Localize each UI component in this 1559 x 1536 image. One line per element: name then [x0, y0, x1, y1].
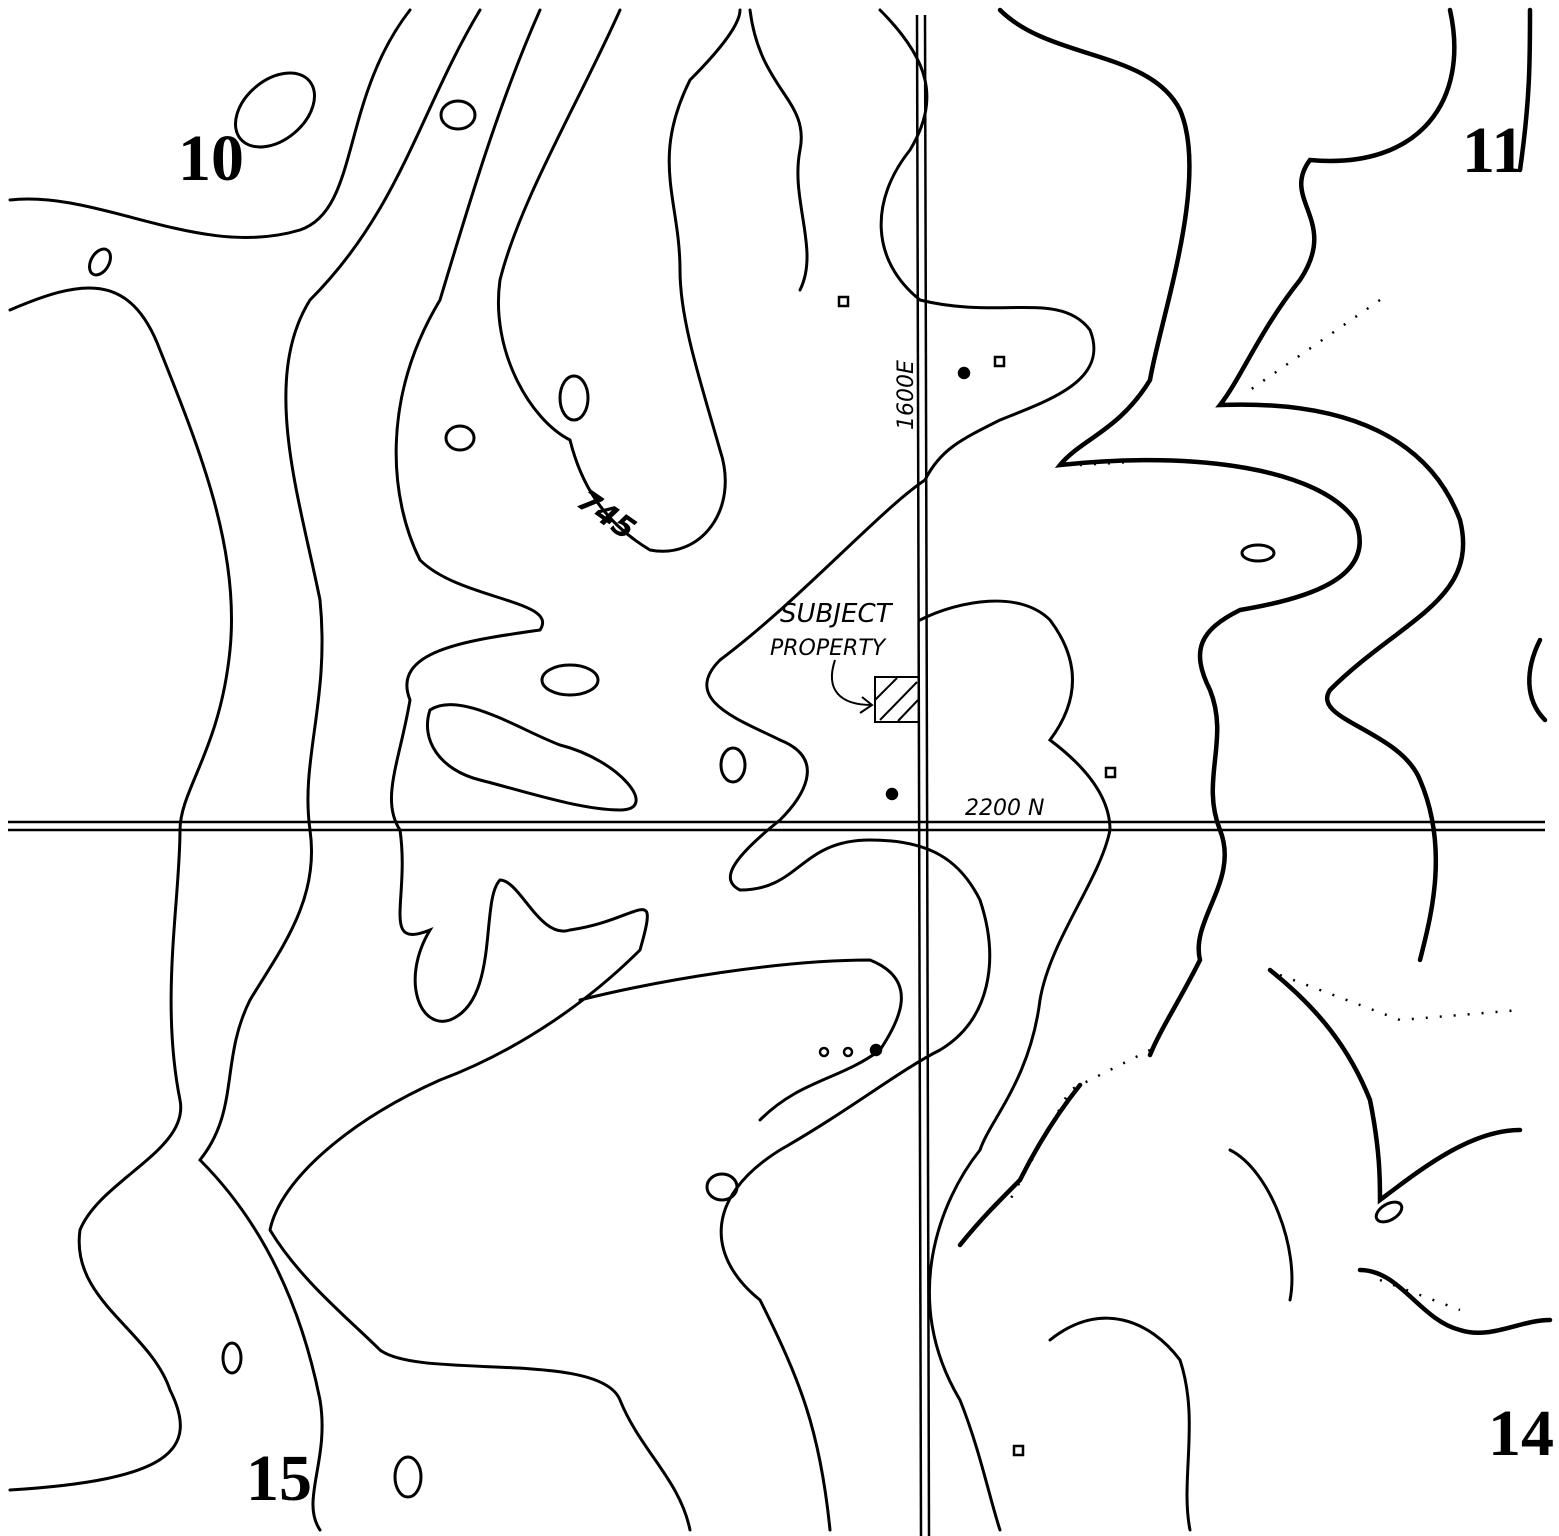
section-number: 11 — [1462, 114, 1524, 187]
subject-label: PROPERTY — [770, 636, 887, 661]
section-number: 10 — [178, 122, 244, 195]
road-label: 1600E — [894, 360, 919, 430]
background — [0, 0, 1559, 1536]
section-number: 15 — [246, 1442, 312, 1515]
topographic-map: 10 11 15 14 745 1600E 2200 N SUBJECT PRO… — [0, 0, 1559, 1536]
road-label: 2200 N — [965, 796, 1044, 821]
section-number: 14 — [1488, 1397, 1554, 1470]
subject-label: SUBJECT — [780, 599, 894, 629]
